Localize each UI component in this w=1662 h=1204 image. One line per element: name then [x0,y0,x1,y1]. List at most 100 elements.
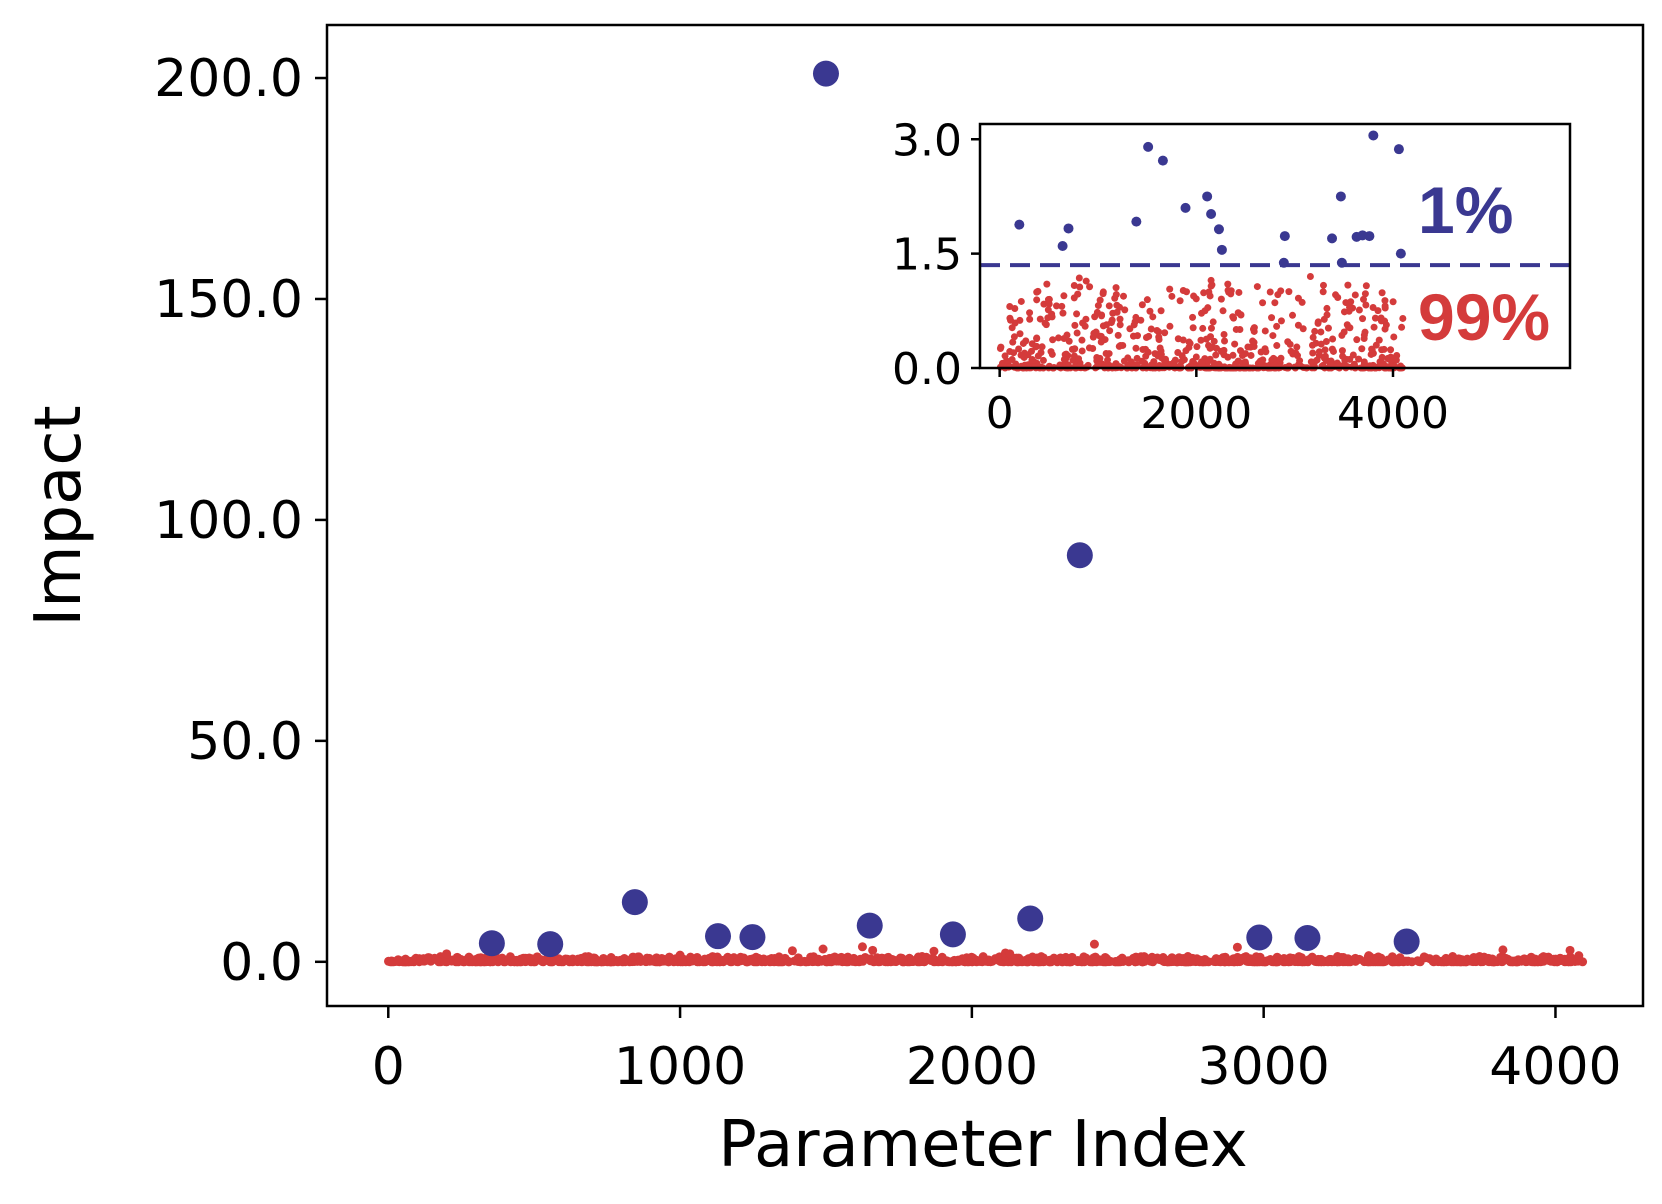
inset-baseline-point [1082,315,1090,323]
inset-baseline-point [1026,309,1034,317]
inset-outlier-point [1157,155,1168,166]
inset-baseline-point [1368,345,1376,353]
inset-baseline-point [1034,352,1042,360]
main-baseline-point [647,955,657,965]
main-x-tick-label: 2000 [906,1037,1038,1097]
inset-baseline-point [1346,324,1354,332]
main-baseline-point [664,952,674,962]
inset-baseline-point [1033,334,1041,342]
inset-baseline-point [1380,345,1388,353]
inset-baseline-point [1028,347,1036,355]
inset-y-tick-label: 0.0 [892,344,962,395]
inset-baseline-point [1113,301,1121,309]
inset-normal-point [1399,314,1407,322]
main-outlier-point [1017,905,1044,932]
inset-baseline-point [1212,351,1220,359]
inset-baseline-point [1370,323,1378,331]
inset-outlier-point [1213,224,1224,235]
inset-baseline-point [1116,315,1124,323]
inset-baseline-point [1269,332,1277,340]
inset-baseline-point [1145,332,1153,340]
main-baseline-point [796,957,806,967]
inset-baseline-point [1059,309,1067,317]
inset-baseline-point [1307,358,1315,366]
inset-baseline-point [1121,306,1129,314]
main-normal-point [675,950,685,960]
inset-baseline-point [1268,314,1276,322]
inset-baseline-point [1320,354,1328,362]
inset-baseline-point [1378,353,1386,361]
inset-normal-point [1319,288,1327,296]
main-plot-frame [325,23,1645,1008]
inset-baseline-point [1020,353,1028,361]
inset-baseline-point [1289,311,1297,319]
main-outlier-point [812,60,839,87]
main-x-tick-label: 1000 [614,1037,746,1097]
inset-baseline-point [1349,351,1357,359]
inset-baseline-point [1132,313,1140,321]
inset-baseline-point [1065,337,1073,345]
y-axis-label: Impact [22,405,96,626]
main-outlier-point [621,889,648,916]
inset-outlier-point [1057,241,1068,251]
inset-baseline-point [1102,349,1110,357]
x-axis-label: Parameter Index [718,1108,1248,1182]
main-baseline-point [907,956,917,966]
inset-normal-point [1224,280,1232,288]
main-normal-point [868,945,878,955]
inset-baseline-point [1155,336,1163,344]
inset-baseline-point [1284,338,1292,346]
main-normal-point [1005,949,1015,959]
inset-baseline-point [1097,338,1105,346]
main-baseline-point [860,953,870,963]
inset-baseline-point [1157,307,1165,315]
inset-baseline-point [1374,307,1382,315]
inset-baseline-point [1126,325,1134,333]
main-baseline-point [1282,957,1292,967]
main-normal-point [442,949,452,959]
inset-baseline-point [1054,334,1062,342]
inset-baseline-point [1176,297,1184,305]
inset-baseline-point [1201,307,1209,315]
inset-baseline-point [1192,353,1200,361]
main-baseline-point [784,957,794,967]
inset-baseline-point [997,343,1005,351]
main-baseline-point [1092,957,1102,967]
inset-baseline-point [1026,315,1034,323]
inset-baseline-point [1259,299,1267,307]
inset-baseline-point [1147,325,1155,333]
inset-baseline-point [1221,337,1229,345]
main-y-tick-label: 100.0 [154,491,303,551]
main-baseline-point [1265,955,1275,965]
inset-baseline-point [1010,333,1018,341]
main-normal-point [929,946,939,956]
main-baseline-point [954,957,964,967]
inset-baseline-point [1076,283,1084,291]
inset-baseline-point [1033,288,1041,296]
main-baseline-point [1038,953,1048,963]
inset-baseline-point [1220,330,1228,338]
inset-outlier-point [1278,257,1289,268]
inset-baseline-point [1075,355,1083,363]
inset-baseline-point [1044,306,1052,314]
main-baseline-point [619,954,629,964]
main-baseline-point [843,952,853,962]
inset-baseline-point [1182,347,1190,355]
inset-baseline-point [1189,313,1197,321]
inset-baseline-point [1273,342,1281,350]
inset-baseline-point [1107,319,1115,327]
inset-baseline-point [1294,294,1302,302]
inset-baseline-point [1019,339,1027,347]
main-baseline-point [655,957,665,967]
inset-baseline-point [1161,329,1169,337]
inset-normal-point [1043,280,1051,288]
inset-baseline-point [1049,336,1057,344]
inset-baseline-point [1111,294,1119,302]
inset-baseline-point [1071,345,1079,353]
main-baseline-point [1085,957,1095,967]
inset-baseline-point [1071,321,1079,329]
inset-baseline-point [1038,343,1046,351]
inset-baseline-point [1015,345,1023,353]
inset-baseline-point [1360,359,1368,367]
main-outlier-point [705,923,732,950]
